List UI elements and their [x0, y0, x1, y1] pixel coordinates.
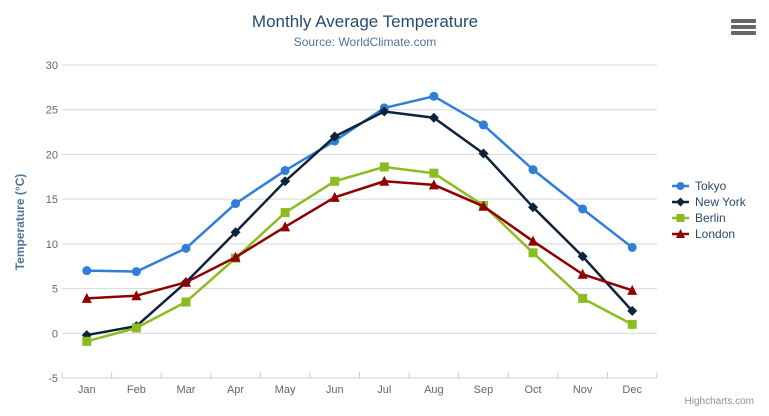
series-tokyo-point[interactable] [627, 242, 637, 252]
y-axis: -5 0 5 10 15 20 25 30 [46, 60, 58, 385]
series-london-point[interactable] [577, 268, 588, 279]
plot-series[interactable] [81, 91, 638, 346]
y-axis-tick-label: 5 [52, 284, 58, 296]
series-new-york-point[interactable] [577, 251, 588, 262]
series-london-point[interactable] [478, 200, 489, 211]
series-new-york-point[interactable] [329, 131, 340, 142]
series-tokyo-point[interactable] [528, 165, 538, 175]
series-new-york-point[interactable] [280, 176, 291, 187]
series-tokyo-point[interactable] [478, 120, 488, 130]
series-new-york-point[interactable] [478, 148, 489, 159]
series-berlin-point[interactable] [330, 176, 340, 186]
series-london-line[interactable] [85, 180, 634, 300]
chart-subtitle: Source: WorldClimate.com [294, 35, 437, 49]
series-berlin-point[interactable] [280, 208, 290, 218]
series-london[interactable] [81, 175, 638, 303]
series-new-york[interactable] [81, 106, 638, 341]
x-axis-tick-label: Apr [227, 384, 244, 396]
x-axis-tick-label: Aug [424, 384, 444, 396]
series-berlin-point[interactable] [578, 293, 588, 303]
series-berlin-line[interactable] [85, 165, 634, 343]
series-new-york-point[interactable] [428, 112, 439, 123]
y-axis-tick-label: 25 [46, 105, 58, 117]
legend-label-new-york[interactable]: New York [695, 195, 747, 209]
legend: Tokyo New York Berlin London [672, 179, 747, 241]
series-new-york-point[interactable] [379, 106, 390, 117]
x-axis-tick-label: Jun [326, 384, 344, 396]
x-axis-tick-label: Mar [176, 384, 195, 396]
series-london-point[interactable] [528, 235, 539, 246]
x-axis-tick-label: Jul [377, 384, 391, 396]
series-london-point[interactable] [329, 191, 340, 202]
series-london-point[interactable] [379, 175, 390, 186]
chart-title: Monthly Average Temperature [252, 12, 478, 31]
legend-label-london[interactable]: London [695, 227, 735, 241]
series-berlin-point[interactable] [429, 168, 439, 178]
series-london-point[interactable] [81, 292, 92, 303]
series-berlin-point[interactable] [627, 319, 637, 329]
series-tokyo-point[interactable] [429, 91, 439, 101]
series-london-point[interactable] [180, 276, 191, 287]
legend-marker-london[interactable] [676, 229, 685, 238]
hamburger-menu-icon [731, 19, 757, 35]
series-new-york-point[interactable] [528, 202, 539, 213]
y-axis-tick-label: 10 [46, 239, 58, 251]
series-berlin-point[interactable] [82, 336, 92, 346]
series-tokyo-line[interactable] [85, 95, 634, 273]
export-menu-button[interactable] [731, 19, 757, 37]
series-tokyo[interactable] [82, 91, 637, 277]
x-axis-tick-label: Dec [622, 384, 642, 396]
series-london-point[interactable] [230, 251, 241, 262]
x-axis: Jan Feb Mar Apr May Jun Jul Aug Sep Oct Nov Dec [61, 372, 658, 396]
series-berlin-point[interactable] [528, 248, 538, 258]
series-tokyo-point[interactable] [231, 199, 241, 209]
legend-label-berlin[interactable]: Berlin [695, 211, 726, 225]
x-axis-tick-label: May [275, 384, 296, 396]
series-berlin-point[interactable] [181, 297, 191, 307]
x-axis-tick-label: Feb [127, 384, 146, 396]
y-axis-tick-label: 20 [46, 149, 58, 161]
x-axis-tick-label: Sep [474, 384, 494, 396]
legend-item-berlin[interactable]: Berlin [672, 211, 726, 225]
legend-item-new-york[interactable]: New York [672, 195, 747, 209]
series-london-point[interactable] [131, 290, 142, 301]
legend-item-tokyo[interactable]: Tokyo [672, 179, 727, 193]
series-london-point[interactable] [428, 179, 439, 190]
legend-marker-berlin[interactable] [676, 214, 685, 222]
y-axis-title: Temperature (°C) [13, 174, 27, 271]
series-tokyo-point[interactable] [578, 204, 588, 214]
x-axis-tick-label: Nov [573, 384, 593, 396]
series-tokyo-point[interactable] [131, 267, 141, 277]
series-tokyo-point[interactable] [82, 266, 92, 276]
y-axis-tick-label: 0 [52, 328, 58, 340]
y-axis-tick-label: 30 [46, 60, 58, 72]
y-axis-tick-label: -5 [48, 373, 58, 385]
series-london-point[interactable] [280, 221, 291, 232]
x-axis-tick-label: Jan [78, 384, 96, 396]
series-tokyo-point[interactable] [280, 166, 290, 176]
legend-marker-tokyo[interactable] [676, 182, 685, 190]
legend-item-london[interactable]: London [672, 227, 735, 241]
series-new-york-line[interactable] [85, 110, 634, 337]
series-london-point[interactable] [627, 284, 638, 295]
series-berlin-point[interactable] [379, 162, 389, 172]
credits-link[interactable]: Highcharts.com [685, 396, 754, 407]
legend-marker-new-york[interactable] [676, 197, 685, 207]
gridlines [62, 64, 657, 334]
y-axis-tick-label: 15 [46, 194, 58, 206]
series-new-york-point[interactable] [230, 227, 241, 238]
series-tokyo-point[interactable] [181, 243, 191, 253]
series-berlin-point[interactable] [131, 323, 141, 333]
legend-label-tokyo[interactable]: Tokyo [695, 179, 727, 193]
series-new-york-point[interactable] [627, 305, 638, 316]
x-axis-tick-label: Oct [524, 384, 541, 396]
